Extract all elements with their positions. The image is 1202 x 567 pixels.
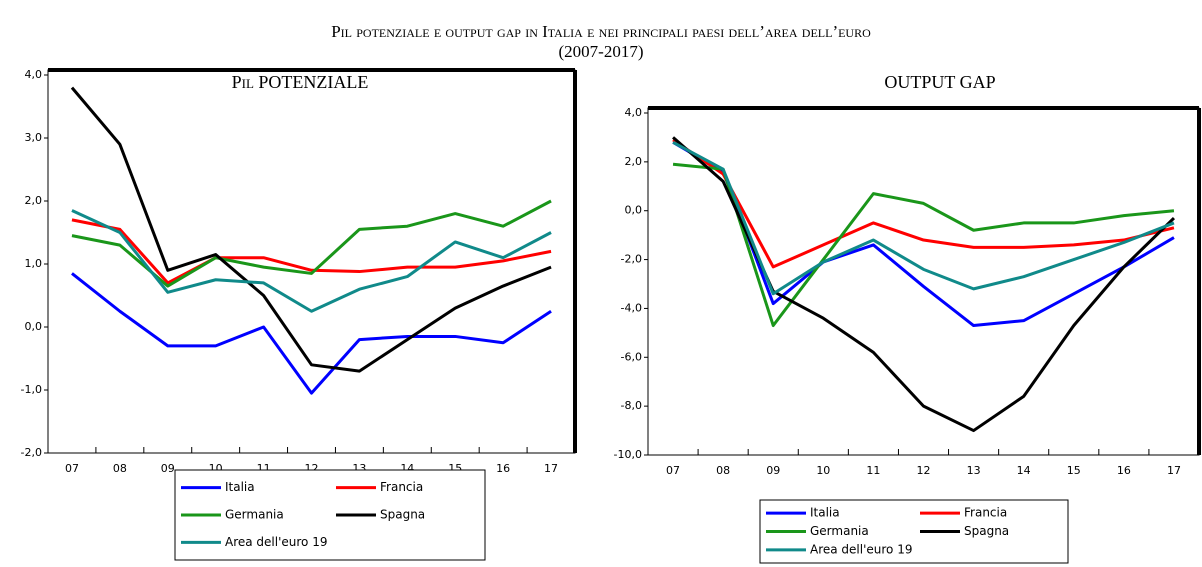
y-tick-label: 3,0	[25, 131, 43, 144]
y-tick-label: 4,0	[25, 68, 43, 81]
legend-label: Italia	[810, 506, 840, 520]
x-tick-label: 09	[161, 462, 175, 475]
y-tick-label: 2,0	[625, 155, 643, 168]
title: Pil potenziale e output gap in Italia e …	[331, 22, 871, 41]
legend-label: Francia	[964, 506, 1007, 520]
legend-box	[174, 469, 486, 561]
y-tick-label: -8,0	[621, 399, 642, 412]
plot-frame	[647, 107, 1200, 456]
y-tick-label: -4,0	[621, 301, 642, 314]
series-line	[71, 218, 552, 285]
x-tick-label: 08	[716, 464, 730, 477]
y-tick-label: -2,0	[621, 253, 642, 266]
y-tick-label: 0,0	[25, 320, 43, 333]
legend-label: Area dell'euro 19	[225, 535, 327, 549]
legend-label: Francia	[380, 480, 423, 494]
series-line	[672, 162, 1175, 328]
y-tick-label: -6,0	[621, 350, 642, 363]
legend-label: Area dell'euro 19	[810, 542, 912, 556]
series-line	[672, 141, 1175, 328]
x-tick-label: 15	[1067, 464, 1081, 477]
series-line	[672, 140, 1175, 296]
legend-label: Germania	[810, 524, 869, 538]
legend-label: Germania	[225, 508, 284, 522]
x-tick-label: 16	[496, 462, 510, 475]
x-tick-label: 12	[917, 464, 931, 477]
y-tick-label: 2,0	[25, 194, 43, 207]
series-line	[70, 86, 552, 373]
subtitle: (2007-2017)	[559, 42, 644, 61]
x-tick-label: 09	[766, 464, 780, 477]
x-tick-label: 07	[666, 464, 680, 477]
y-tick-label: -10,0	[614, 448, 642, 461]
x-tick-label: 17	[1167, 464, 1181, 477]
x-tick-label: 11	[866, 464, 880, 477]
chart-title: Pil POTENZIALE	[232, 72, 369, 92]
legend-label: Italia	[225, 480, 255, 494]
y-tick-label: 1,0	[25, 257, 43, 270]
series-line	[71, 209, 552, 313]
legend-box	[759, 499, 1069, 564]
y-tick-label: 0,0	[625, 204, 643, 217]
y-tick-label: 4,0	[625, 106, 643, 119]
legend-label: Spagna	[964, 524, 1009, 538]
y-tick-label: -1,0	[21, 383, 42, 396]
y-tick-label: -2,0	[21, 446, 42, 459]
chart-title: OUTPUT GAP	[884, 72, 995, 92]
x-tick-label: 14	[1017, 464, 1031, 477]
series-line	[672, 138, 1175, 269]
x-tick-label: 16	[1117, 464, 1131, 477]
legend-label: Spagna	[380, 508, 425, 522]
x-tick-label: 10	[816, 464, 830, 477]
x-tick-label: 08	[113, 462, 127, 475]
series-line	[672, 136, 1175, 433]
x-tick-label: 13	[967, 464, 981, 477]
x-tick-label: 07	[65, 462, 79, 475]
series-line	[71, 272, 552, 395]
series-line	[71, 199, 552, 288]
x-tick-label: 17	[544, 462, 558, 475]
